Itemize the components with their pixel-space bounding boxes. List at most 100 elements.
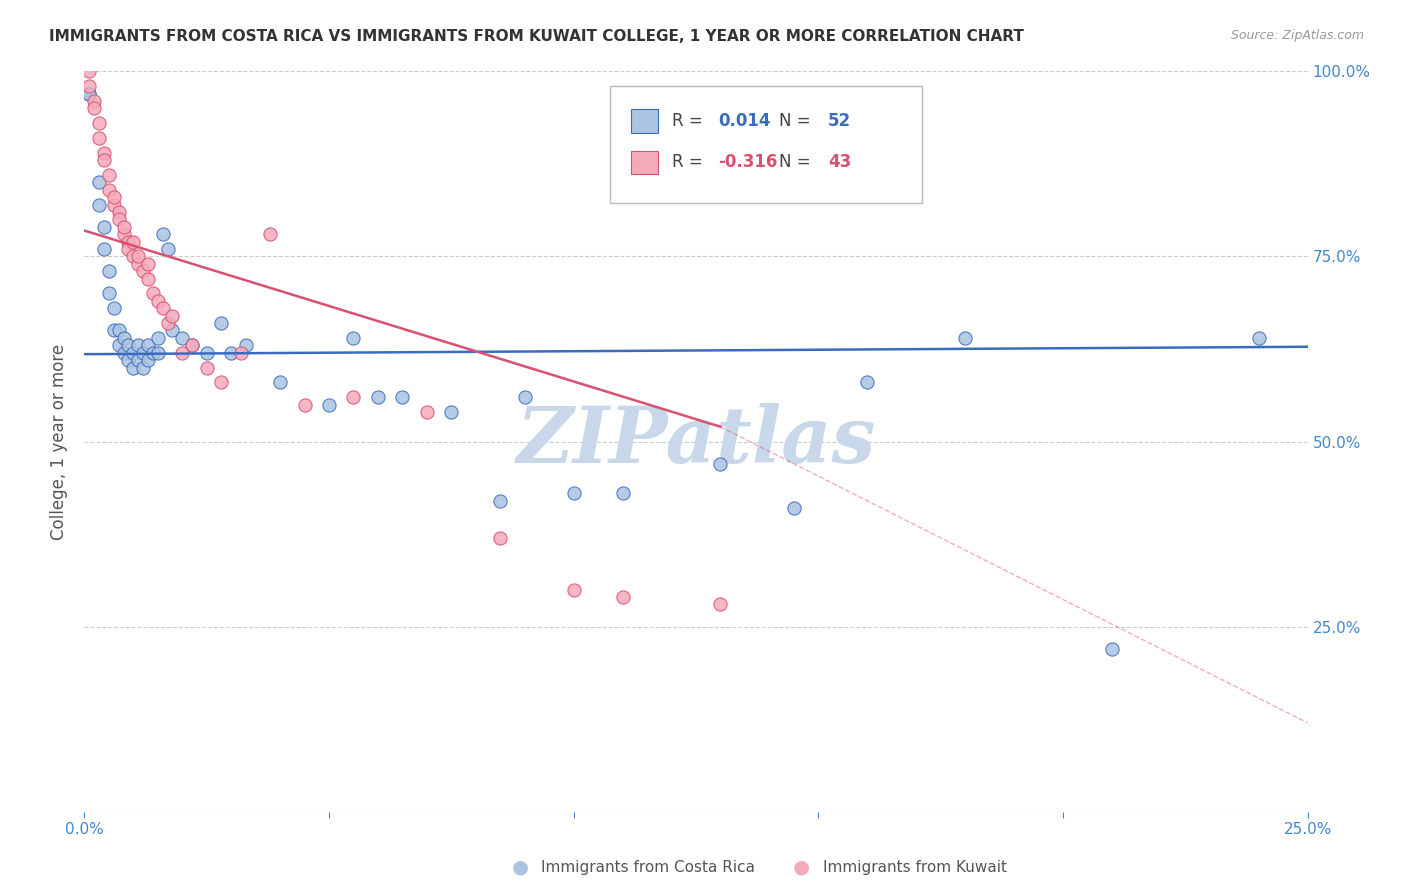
- Point: [97, 168, 120, 182]
- Point: [87, 116, 110, 130]
- Point: [259, 227, 281, 242]
- Point: [87, 175, 110, 190]
- Point: [709, 598, 731, 612]
- Text: R =: R =: [672, 153, 707, 171]
- Point: [136, 271, 159, 285]
- Point: [77, 79, 100, 94]
- Point: [136, 257, 159, 271]
- Point: [93, 242, 115, 256]
- Point: [87, 131, 110, 145]
- Text: 0.014: 0.014: [718, 112, 770, 130]
- Text: -0.316: -0.316: [718, 153, 778, 171]
- Point: [107, 205, 129, 219]
- Text: Source: ZipAtlas.com: Source: ZipAtlas.com: [1230, 29, 1364, 42]
- Text: IMMIGRANTS FROM COSTA RICA VS IMMIGRANTS FROM KUWAIT COLLEGE, 1 YEAR OR MORE COR: IMMIGRANTS FROM COSTA RICA VS IMMIGRANTS…: [49, 29, 1024, 44]
- Point: [93, 219, 115, 234]
- Point: [172, 345, 194, 359]
- Point: [87, 197, 110, 211]
- Text: ZIPatlas: ZIPatlas: [516, 403, 876, 480]
- Point: [142, 345, 165, 359]
- Point: [127, 257, 149, 271]
- Point: [107, 338, 129, 352]
- Point: [107, 212, 129, 227]
- FancyBboxPatch shape: [631, 151, 658, 174]
- Point: [146, 293, 169, 308]
- Point: [440, 405, 463, 419]
- Point: [103, 197, 125, 211]
- Point: [1247, 331, 1270, 345]
- Point: [103, 301, 125, 316]
- Point: [416, 405, 439, 419]
- Point: [93, 145, 115, 160]
- Point: [513, 390, 536, 404]
- Point: [132, 360, 155, 375]
- Point: [269, 376, 291, 390]
- Point: [142, 286, 165, 301]
- Point: [162, 324, 184, 338]
- Point: [195, 345, 218, 359]
- Point: [122, 235, 145, 249]
- Point: [122, 250, 145, 264]
- Point: [162, 309, 184, 323]
- Y-axis label: College, 1 year or more: College, 1 year or more: [51, 343, 69, 540]
- Text: N =: N =: [779, 153, 815, 171]
- Point: [122, 345, 145, 359]
- Point: [229, 345, 252, 359]
- Point: [132, 345, 155, 359]
- Point: [318, 398, 340, 412]
- Point: [783, 501, 806, 516]
- Point: [709, 457, 731, 471]
- Point: [367, 390, 389, 404]
- Point: [612, 590, 634, 604]
- Point: [342, 331, 364, 345]
- Point: [77, 64, 100, 78]
- Point: [489, 493, 512, 508]
- FancyBboxPatch shape: [631, 109, 658, 133]
- Point: [136, 338, 159, 352]
- Point: [97, 264, 120, 278]
- Point: [97, 183, 120, 197]
- Point: [209, 316, 232, 330]
- Text: 52: 52: [828, 112, 851, 130]
- Point: [117, 353, 139, 368]
- Point: [103, 190, 125, 204]
- Point: [83, 94, 105, 108]
- Point: [132, 264, 155, 278]
- Point: [156, 316, 179, 330]
- Point: [1101, 641, 1123, 656]
- Point: [112, 345, 135, 359]
- Point: [112, 227, 135, 242]
- Point: [562, 486, 585, 500]
- Text: ●: ●: [512, 857, 529, 877]
- Point: [152, 301, 174, 316]
- Point: [112, 219, 135, 234]
- Point: [93, 153, 115, 168]
- Point: [172, 331, 194, 345]
- Point: [77, 87, 100, 101]
- Point: [612, 486, 634, 500]
- Point: [83, 102, 105, 116]
- Point: [127, 250, 149, 264]
- Point: [294, 398, 316, 412]
- Point: [391, 390, 413, 404]
- Text: Immigrants from Costa Rica: Immigrants from Costa Rica: [541, 860, 755, 874]
- Point: [112, 331, 135, 345]
- Point: [489, 531, 512, 545]
- Point: [136, 353, 159, 368]
- Text: Immigrants from Kuwait: Immigrants from Kuwait: [823, 860, 1007, 874]
- Point: [156, 242, 179, 256]
- Point: [181, 338, 204, 352]
- Point: [103, 324, 125, 338]
- Text: R =: R =: [672, 112, 707, 130]
- Point: [953, 331, 976, 345]
- Point: [181, 338, 204, 352]
- Point: [107, 324, 129, 338]
- Text: ●: ●: [793, 857, 810, 877]
- Point: [152, 227, 174, 242]
- Point: [97, 286, 120, 301]
- Point: [146, 345, 169, 359]
- Point: [117, 338, 139, 352]
- Point: [195, 360, 218, 375]
- Point: [342, 390, 364, 404]
- Point: [209, 376, 232, 390]
